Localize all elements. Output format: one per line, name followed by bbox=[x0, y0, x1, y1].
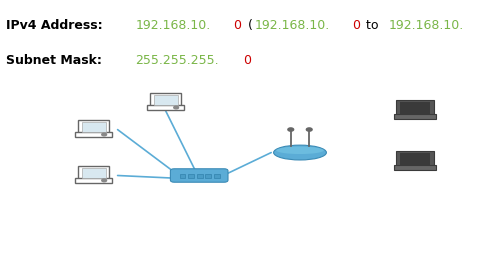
FancyBboxPatch shape bbox=[188, 174, 194, 178]
FancyBboxPatch shape bbox=[400, 153, 431, 165]
Text: 0: 0 bbox=[352, 19, 360, 32]
FancyBboxPatch shape bbox=[396, 100, 434, 115]
FancyBboxPatch shape bbox=[82, 122, 106, 132]
FancyBboxPatch shape bbox=[396, 151, 434, 167]
Circle shape bbox=[306, 128, 312, 131]
Circle shape bbox=[102, 133, 107, 136]
Text: IPv4 Address:: IPv4 Address: bbox=[6, 19, 107, 32]
Text: 0: 0 bbox=[233, 19, 241, 32]
Circle shape bbox=[174, 106, 179, 109]
FancyBboxPatch shape bbox=[78, 166, 109, 180]
FancyBboxPatch shape bbox=[82, 168, 106, 178]
FancyBboxPatch shape bbox=[75, 178, 112, 183]
FancyBboxPatch shape bbox=[197, 174, 203, 178]
FancyBboxPatch shape bbox=[75, 132, 112, 137]
FancyBboxPatch shape bbox=[394, 165, 436, 170]
Text: (: ( bbox=[243, 19, 252, 32]
Text: Subnet Mask:: Subnet Mask: bbox=[6, 54, 106, 67]
Text: 192.168.10.: 192.168.10. bbox=[389, 19, 464, 32]
Circle shape bbox=[102, 179, 107, 182]
Circle shape bbox=[288, 128, 294, 131]
FancyBboxPatch shape bbox=[205, 174, 211, 178]
Text: 192.168.10.: 192.168.10. bbox=[255, 19, 330, 32]
Ellipse shape bbox=[274, 145, 326, 160]
FancyBboxPatch shape bbox=[154, 95, 178, 105]
FancyBboxPatch shape bbox=[394, 114, 436, 119]
Text: 255.255.255.: 255.255.255. bbox=[135, 54, 219, 67]
FancyBboxPatch shape bbox=[147, 105, 184, 110]
Text: 192.168.10.: 192.168.10. bbox=[136, 19, 211, 32]
FancyBboxPatch shape bbox=[214, 174, 220, 178]
FancyBboxPatch shape bbox=[78, 120, 109, 134]
FancyBboxPatch shape bbox=[150, 93, 181, 107]
Text: 0: 0 bbox=[243, 54, 251, 67]
Text: to: to bbox=[362, 19, 383, 32]
FancyBboxPatch shape bbox=[180, 174, 185, 178]
FancyBboxPatch shape bbox=[400, 102, 431, 114]
Ellipse shape bbox=[276, 147, 324, 154]
FancyBboxPatch shape bbox=[170, 169, 228, 182]
